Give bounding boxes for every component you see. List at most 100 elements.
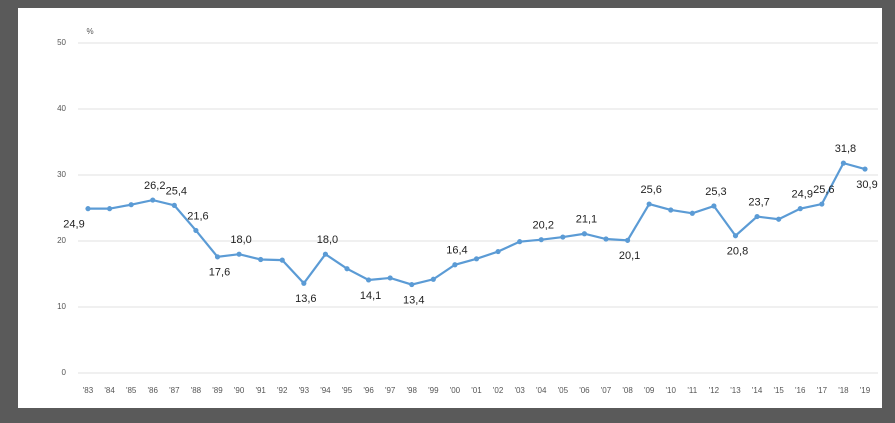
data-point	[581, 231, 588, 237]
y-tick-label: 30	[57, 170, 66, 179]
x-tick-label: '84	[104, 386, 115, 395]
x-tick-label: '86	[148, 386, 159, 395]
data-point	[819, 201, 825, 207]
x-tick-label: '17	[817, 386, 828, 395]
y-tick-label: 40	[57, 104, 66, 113]
x-tick-label: '08	[622, 386, 633, 395]
x-tick-label: '90	[234, 386, 245, 395]
x-tick-label: '16	[795, 386, 806, 395]
x-tick-label: '89	[212, 386, 223, 395]
data-label: 24,9	[792, 189, 813, 201]
data-point	[214, 254, 221, 260]
data-label: 25,4	[166, 185, 187, 197]
data-point	[840, 160, 847, 166]
x-tick-label: '91	[255, 386, 266, 395]
y-unit: %	[86, 27, 93, 36]
data-label: 30,9	[856, 179, 877, 191]
data-label: 17,6	[209, 267, 230, 279]
data-point	[387, 275, 393, 281]
data-point	[430, 276, 436, 282]
x-tick-label: '88	[191, 386, 202, 395]
data-label: 18,0	[317, 234, 338, 246]
data-label: 31,8	[835, 143, 856, 155]
data-point	[797, 206, 803, 212]
data-point	[517, 239, 523, 245]
x-tick-label: '94	[320, 386, 331, 395]
data-label: 16,4	[446, 245, 467, 257]
data-point	[193, 227, 199, 234]
data-label: 21,6	[187, 210, 208, 222]
y-tick-label: 10	[57, 302, 66, 311]
data-label: 20,2	[533, 220, 554, 232]
chart-panel	[18, 8, 882, 408]
data-point	[171, 202, 177, 208]
data-label: 13,6	[295, 293, 316, 305]
data-point	[452, 262, 458, 268]
x-tick-label: '04	[536, 386, 547, 395]
data-point	[646, 201, 652, 207]
data-point	[495, 248, 501, 255]
data-point	[711, 203, 717, 209]
x-tick-label: '09	[644, 386, 655, 395]
x-tick-label: '00	[450, 386, 461, 395]
x-tick-label: '14	[752, 386, 763, 395]
data-point	[668, 207, 674, 213]
x-tick-label: '95	[342, 386, 353, 395]
data-point	[301, 280, 307, 286]
y-tick-label: 50	[57, 38, 66, 47]
x-tick-label: '18	[838, 386, 849, 395]
x-tick-label: '13	[730, 386, 741, 395]
x-tick-label: '98	[407, 386, 418, 395]
data-point	[322, 251, 329, 257]
x-tick-label: '01	[471, 386, 482, 395]
x-tick-label: '12	[709, 386, 720, 395]
data-point	[128, 202, 134, 208]
x-tick-label: '10	[666, 386, 677, 395]
y-tick-label: 0	[62, 368, 67, 377]
data-label: 24,9	[63, 219, 84, 231]
data-point	[409, 281, 415, 288]
x-tick-label: '02	[493, 386, 504, 395]
data-label: 25,3	[705, 186, 726, 198]
x-tick-label: '83	[83, 386, 94, 395]
data-point	[85, 206, 91, 212]
data-point	[106, 206, 113, 212]
data-point	[258, 256, 264, 263]
data-point	[365, 277, 372, 283]
data-label: 20,8	[727, 246, 748, 258]
data-point	[603, 236, 609, 242]
data-label: 18,0	[230, 234, 251, 246]
x-tick-label: '99	[428, 386, 439, 395]
data-point	[344, 266, 350, 272]
data-label: 13,4	[403, 294, 424, 306]
x-tick-label: '97	[385, 386, 396, 395]
x-tick-label: '19	[860, 386, 871, 395]
data-label: 25,6	[640, 184, 661, 196]
data-point	[862, 166, 868, 172]
data-label: 14,1	[360, 290, 381, 302]
data-point	[624, 237, 631, 243]
x-tick-label: '06	[579, 386, 590, 395]
x-tick-label: '11	[687, 386, 697, 395]
data-point	[732, 233, 739, 239]
data-label: 23,7	[748, 196, 769, 208]
data-point	[560, 234, 566, 240]
data-point	[150, 197, 156, 203]
data-point	[776, 216, 782, 222]
data-label: 21,1	[576, 214, 597, 226]
data-label: 26,2	[144, 180, 165, 192]
data-point	[473, 256, 480, 262]
x-tick-label: '05	[558, 386, 569, 395]
data-label: 25,6	[813, 184, 834, 196]
x-tick-label: '85	[126, 386, 137, 395]
x-tick-label: '92	[277, 386, 288, 395]
y-tick-label: 20	[57, 236, 66, 245]
x-tick-label: '96	[363, 386, 374, 395]
data-point	[689, 210, 695, 216]
x-tick-label: '15	[773, 386, 784, 395]
data-label: 20,1	[619, 250, 640, 262]
x-tick-label: '03	[514, 386, 525, 395]
data-point	[236, 251, 242, 257]
